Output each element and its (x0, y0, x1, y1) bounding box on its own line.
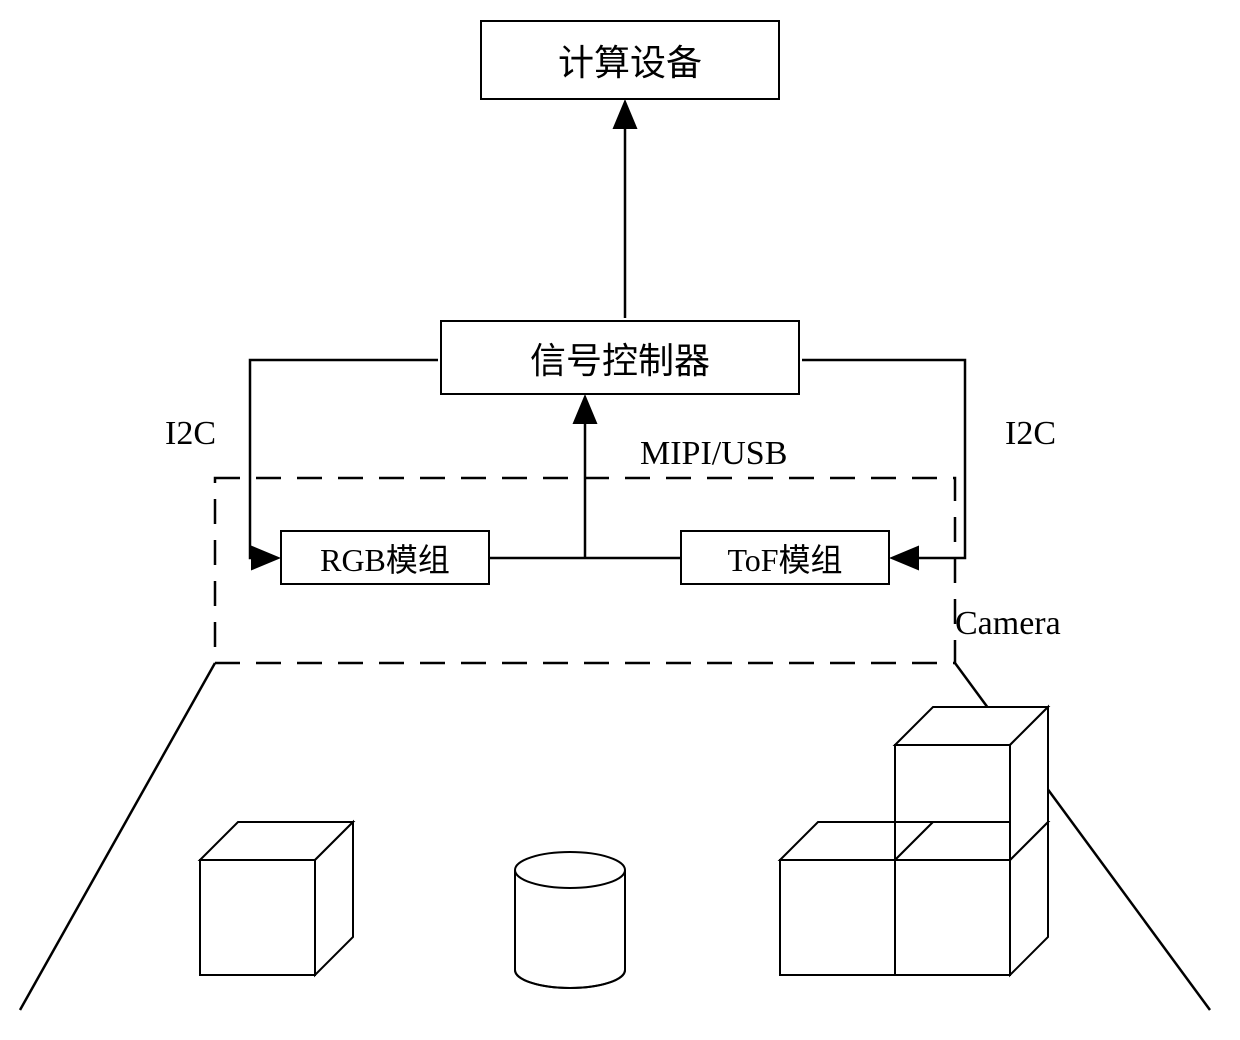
compute-device-label: 计算设备 (558, 34, 702, 86)
tof-module-box: ToF模组 (680, 530, 890, 585)
arrow-i2c-right (802, 360, 965, 558)
camera-label: Camera (955, 605, 1061, 643)
mipi-usb-label: MIPI/USB (640, 435, 787, 473)
diagram-svg (0, 0, 1240, 1035)
scene-cube-left (200, 822, 353, 975)
rgb-module-box: RGB模组 (280, 530, 490, 585)
arrow-i2c-left (250, 360, 438, 558)
i2c-right-label: I2C (1005, 415, 1056, 453)
diagram-canvas: 计算设备 信号控制器 RGB模组 ToF模组 I2C I2C MIPI/USB … (0, 0, 1240, 1035)
rgb-module-label: RGB模组 (320, 535, 450, 581)
scene-cubes-stack (780, 707, 1048, 975)
signal-controller-label: 信号控制器 (530, 332, 710, 384)
tof-module-label: ToF模组 (727, 535, 842, 581)
signal-controller-box: 信号控制器 (440, 320, 800, 395)
i2c-left-label: I2C (165, 415, 216, 453)
fov-left (20, 663, 215, 1010)
scene-cylinder (515, 852, 625, 988)
compute-device-box: 计算设备 (480, 20, 780, 100)
